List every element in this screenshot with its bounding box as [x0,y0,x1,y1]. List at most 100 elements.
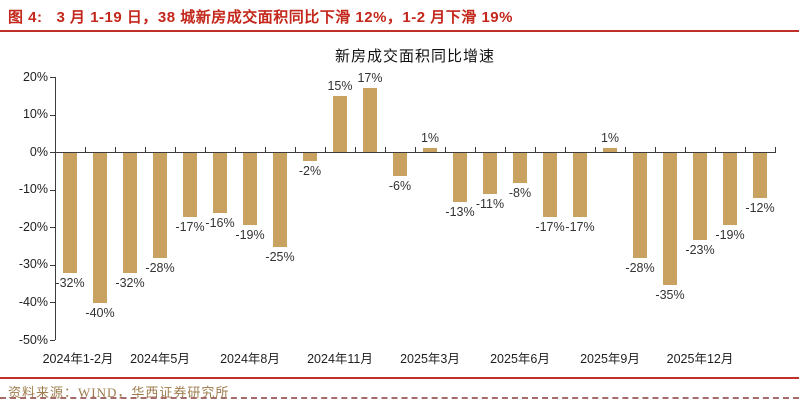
x-axis-tick-label: 2024年8月 [220,352,280,366]
y-axis-tickmark [50,190,55,191]
bar-value-label: -35% [655,287,685,302]
bar [513,153,527,184]
x-axis-tickmark [505,147,506,153]
x-axis-tick-label: 2024年5月 [130,352,190,366]
x-axis-tickmark [445,147,446,153]
bar [573,153,587,217]
x-axis-tickmark [745,147,746,153]
x-axis-tickmark [655,147,656,153]
bar-value-label: 17% [357,71,383,86]
bar-value-label: 15% [327,78,353,93]
y-axis-tickmark [50,77,55,78]
y-axis-tick-label: -20% [18,219,48,234]
bar [63,153,77,274]
x-axis-tickmark [415,147,416,153]
x-axis-tick-label: 2025年3月 [400,352,460,366]
bar-value-label: -13% [445,204,475,219]
bar-value-label: -2% [298,163,322,178]
bar-value-label: -19% [235,227,265,242]
bar-value-label: 1% [600,131,620,146]
x-axis-tickmark [385,147,386,153]
bar [483,153,497,195]
x-axis-tickmark [325,147,326,153]
x-axis-tick-label: 2025年12月 [666,352,734,366]
x-axis-tickmark [625,147,626,153]
bar [303,153,317,161]
bar [633,153,647,259]
bar [273,153,287,248]
x-axis-tickmark [235,147,236,153]
bar-value-label: -32% [55,276,85,291]
x-axis-tick-label: 2024年11月 [307,352,373,366]
bar-value-label: -19% [715,227,745,242]
bar-value-label: -12% [745,201,775,216]
y-axis-tickmark [50,302,55,303]
source-note: 资料来源：WIND，华西证券研究所 [8,385,230,400]
y-axis-tick-label: -50% [18,332,48,347]
y-axis-tick-label: 20% [22,69,48,84]
y-axis-tickmark [50,227,55,228]
x-axis-tick-label: 2025年6月 [490,352,550,366]
bar [543,153,557,217]
y-axis-tick-label: 10% [22,107,48,122]
figure-number: 图 4: [8,9,43,26]
bar [603,148,617,153]
top-rule [0,30,799,32]
y-axis-tick-label: -30% [18,257,48,272]
bar [123,153,137,274]
bar [423,148,437,153]
x-axis-tickmark [535,147,536,153]
y-axis-tick-label: 0% [29,144,48,159]
figure-caption-text: 3 月 1-19 日，38 城新房成交面积同比下滑 12%，1-2 月下滑 19… [56,9,513,26]
chart-title: 新房成交面积同比增速 [334,49,495,65]
footer-rule [0,377,799,379]
figure-caption: 图 4: 3 月 1-19 日，38 城新房成交面积同比下滑 12%，1-2 月下… [8,6,788,27]
y-axis-tickmark [50,265,55,266]
x-axis-tickmark [355,147,356,153]
bar-value-label: -11% [475,197,505,212]
bar-value-label: -17% [175,220,205,234]
x-axis-tickmark [85,147,86,153]
bar [753,153,767,199]
bar-value-label: -40% [85,306,115,321]
x-axis-tickmark [175,147,176,153]
y-axis-tickmark [50,340,55,341]
x-axis-tickmark [475,147,476,153]
bar-value-label: -28% [145,261,175,276]
y-axis-tickmark [50,115,55,116]
bar [363,88,377,153]
bar [243,153,257,225]
x-axis-tick-label: 2025年9月 [580,352,640,366]
y-axis-tick-label: -40% [18,294,48,309]
bar [663,153,677,285]
x-axis-tickmark [565,147,566,153]
y-axis-tickmark [50,152,55,153]
x-axis-tickmark [145,147,146,153]
x-axis-tickmark [685,147,686,153]
x-axis-tickmark [775,147,776,153]
bar-value-label: -17% [565,220,595,234]
x-axis-tick-label: 2024年1-2月 [42,352,114,366]
x-axis-tickmark [595,147,596,153]
bar-value-label: -25% [265,250,295,265]
x-axis-tickmark [205,147,206,153]
y-axis-tick-label: -10% [18,182,48,197]
bar [723,153,737,225]
bar [93,153,107,304]
bar [453,153,467,202]
bar-value-label: -28% [625,261,655,276]
bar [153,153,167,259]
y-axis-line [55,77,56,340]
x-axis-tickmark [295,147,296,153]
bar [333,95,347,153]
x-axis-tickmark [715,147,716,153]
x-axis-tickmark [115,147,116,153]
x-axis-tickmark [55,147,56,153]
bar [693,153,707,240]
bar-value-label: -8% [508,186,532,201]
bar [183,153,197,217]
bar-value-label: -23% [685,242,715,257]
bar-value-label: -6% [388,178,412,193]
